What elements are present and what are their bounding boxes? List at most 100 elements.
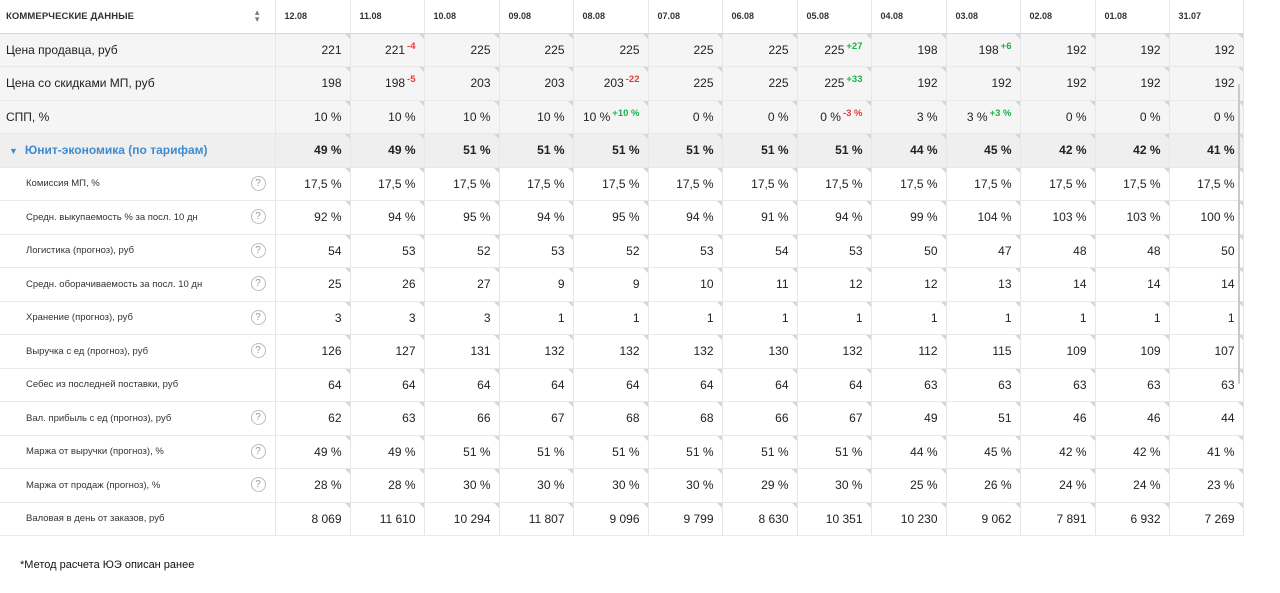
value-cell[interactable]: 0 % (722, 100, 798, 134)
value-cell[interactable]: 10 % (350, 100, 425, 134)
value-cell[interactable]: 10 % +10 % (573, 100, 649, 134)
value-cell[interactable]: 53 (648, 234, 723, 268)
value-cell[interactable]: 198 (871, 33, 947, 67)
value-cell[interactable]: 8 069 (275, 502, 351, 536)
date-column-header[interactable]: 10.08 (424, 0, 500, 34)
value-cell[interactable]: 11 807 (499, 502, 574, 536)
date-column-header[interactable]: 09.08 (499, 0, 574, 34)
date-column-header[interactable]: 05.08 (797, 0, 872, 34)
value-cell[interactable]: 1 (648, 301, 723, 335)
value-cell[interactable]: 51 % (499, 133, 574, 168)
caret-down-icon[interactable]: ▼ (9, 146, 18, 157)
value-cell[interactable]: 63 (1169, 368, 1244, 402)
date-column-header[interactable]: 31.07 (1169, 0, 1244, 34)
value-cell[interactable]: 17,5 % (499, 167, 574, 201)
value-cell[interactable]: 94 % (797, 200, 872, 235)
value-cell[interactable]: 109 (1020, 334, 1096, 369)
value-cell[interactable]: 225 (722, 33, 798, 67)
value-cell[interactable]: 192 (1169, 33, 1244, 67)
help-icon[interactable]: ? (250, 410, 266, 425)
value-cell[interactable]: 42 % (1020, 435, 1096, 469)
value-cell[interactable]: 44 % (871, 435, 947, 469)
value-cell[interactable]: 25 % (871, 468, 947, 503)
value-cell[interactable]: 62 (275, 401, 351, 436)
value-cell[interactable]: 17,5 % (1020, 167, 1096, 201)
value-cell[interactable]: 11 (722, 267, 798, 302)
value-cell[interactable]: 14 (1169, 267, 1244, 302)
value-cell[interactable]: 109 (1095, 334, 1170, 369)
value-cell[interactable]: 66 (424, 401, 500, 436)
value-cell[interactable]: 14 (1020, 267, 1096, 302)
value-cell[interactable]: 132 (499, 334, 574, 369)
value-cell[interactable]: 9 062 (946, 502, 1021, 536)
value-cell[interactable]: 1 (1020, 301, 1096, 335)
value-cell[interactable]: 51 % (573, 435, 649, 469)
value-cell[interactable]: 225 (424, 33, 500, 67)
value-cell[interactable]: 1 (573, 301, 649, 335)
sort-icon[interactable]: ▴ ▾ (254, 7, 260, 24)
value-cell[interactable]: 221 (275, 33, 351, 67)
value-cell[interactable]: 30 % (573, 468, 649, 503)
value-cell[interactable]: 198 (275, 66, 351, 101)
value-cell[interactable]: 130 (722, 334, 798, 369)
value-cell[interactable]: 17,5 % (648, 167, 723, 201)
value-cell[interactable]: 51 % (648, 435, 723, 469)
value-cell[interactable]: 203 (424, 66, 500, 101)
value-cell[interactable]: 3 (275, 301, 351, 335)
value-cell[interactable]: 49 % (275, 435, 351, 469)
value-cell[interactable]: 64 (648, 368, 723, 402)
value-cell[interactable]: 17,5 % (1095, 167, 1170, 201)
help-icon[interactable]: ? (250, 343, 266, 358)
vertical-scrollbar[interactable] (1238, 84, 1240, 384)
value-cell[interactable]: 6 932 (1095, 502, 1170, 536)
value-cell[interactable]: 49 (871, 401, 947, 436)
value-cell[interactable]: 10 (648, 267, 723, 302)
value-cell[interactable]: 63 (871, 368, 947, 402)
value-cell[interactable]: 64 (424, 368, 500, 402)
value-cell[interactable]: 1 (722, 301, 798, 335)
value-cell[interactable]: 17,5 % (946, 167, 1021, 201)
value-cell[interactable]: 28 % (350, 468, 425, 503)
value-cell[interactable]: 94 % (648, 200, 723, 235)
value-cell[interactable]: 51 % (424, 133, 500, 168)
value-cell[interactable]: 42 % (1020, 133, 1096, 168)
value-cell[interactable]: 23 % (1169, 468, 1244, 503)
value-cell[interactable]: 68 (648, 401, 723, 436)
header-title-cell[interactable]: КОММЕРЧЕСКИЕ ДАННЫЕ ▴ ▾ (0, 0, 276, 34)
value-cell[interactable]: 64 (275, 368, 351, 402)
value-cell[interactable]: 203 (499, 66, 574, 101)
value-cell[interactable]: 52 (573, 234, 649, 268)
value-cell[interactable]: 9 799 (648, 502, 723, 536)
value-cell[interactable]: 50 (871, 234, 947, 268)
help-icon[interactable]: ? (250, 443, 266, 459)
value-cell[interactable]: 63 (946, 368, 1021, 402)
value-cell[interactable]: 192 (1169, 66, 1244, 101)
value-cell[interactable]: 17,5 % (722, 167, 798, 201)
value-cell[interactable]: 192 (871, 66, 947, 101)
value-cell[interactable]: 30 % (648, 468, 723, 503)
value-cell[interactable]: 131 (424, 334, 500, 369)
value-cell[interactable]: 64 (722, 368, 798, 402)
value-cell[interactable]: 95 % (573, 200, 649, 235)
value-cell[interactable]: 64 (797, 368, 872, 402)
value-cell[interactable]: 132 (648, 334, 723, 369)
value-cell[interactable]: 27 (424, 267, 500, 302)
value-cell[interactable]: 14 (1095, 267, 1170, 302)
value-cell[interactable]: 46 (1095, 401, 1170, 436)
value-cell[interactable]: 63 (1095, 368, 1170, 402)
value-cell[interactable]: 192 (1095, 33, 1170, 67)
value-cell[interactable]: 17,5 % (424, 167, 500, 201)
date-column-header[interactable]: 12.08 (275, 0, 351, 34)
value-cell[interactable]: 49 % (350, 133, 425, 168)
value-cell[interactable]: 64 (499, 368, 574, 402)
value-cell[interactable]: 67 (797, 401, 872, 436)
value-cell[interactable]: 51 % (424, 435, 500, 469)
value-cell[interactable]: 17,5 % (1169, 167, 1244, 201)
value-cell[interactable]: 192 (1020, 66, 1096, 101)
value-cell[interactable]: 51 % (722, 133, 798, 168)
value-cell[interactable]: 192 (1095, 66, 1170, 101)
value-cell[interactable]: 10 % (424, 100, 500, 134)
value-cell[interactable]: 51 % (573, 133, 649, 168)
value-cell[interactable]: 24 % (1020, 468, 1096, 503)
value-cell[interactable]: 25 (275, 267, 351, 302)
